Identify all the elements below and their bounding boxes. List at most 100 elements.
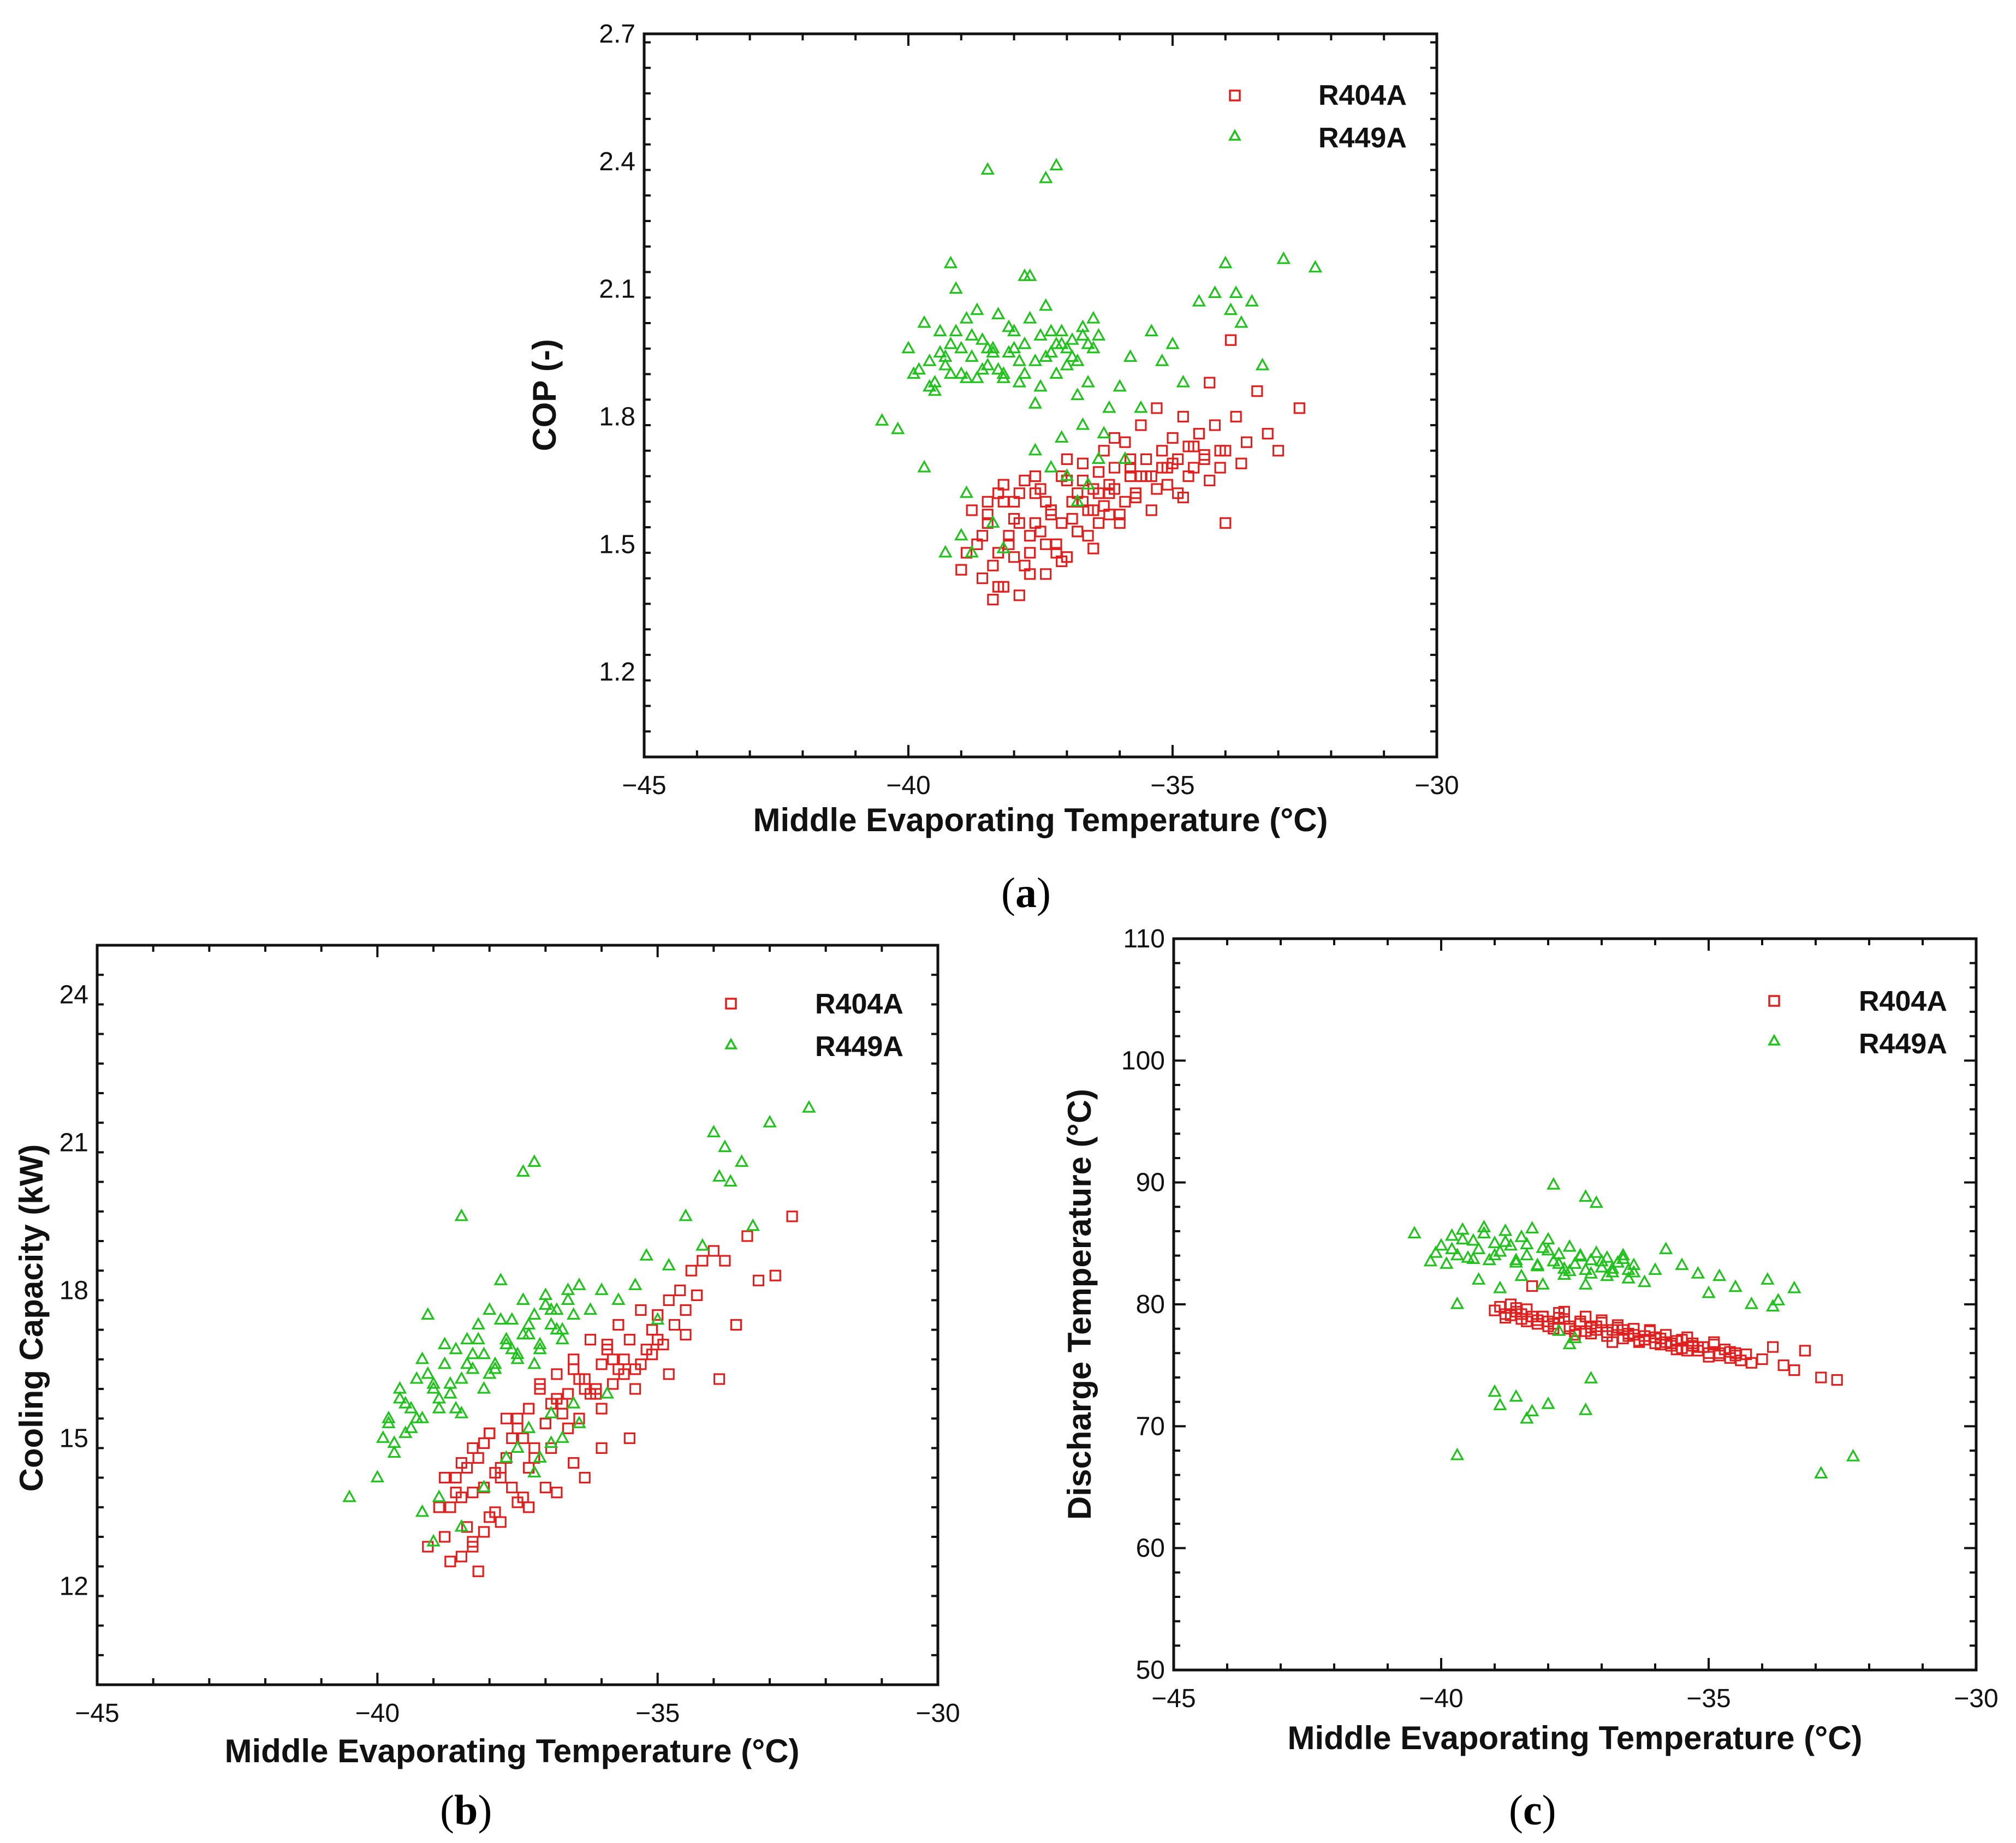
- y-tick-label: 15: [60, 1424, 88, 1453]
- r404a-point: [618, 1368, 630, 1380]
- r449a-point: [566, 1395, 581, 1409]
- r404a-point: [1188, 440, 1200, 452]
- chart-c-points: [1407, 1177, 1860, 1479]
- r449a-point: [970, 302, 984, 315]
- r404a-point: [663, 1368, 675, 1380]
- r449a-point: [1055, 430, 1069, 443]
- x-tick-label: −35: [1150, 771, 1194, 800]
- r404a-point: [489, 1466, 501, 1479]
- r404a-point: [652, 1309, 664, 1321]
- r404a-point: [1077, 457, 1089, 469]
- r449a-point: [1060, 357, 1074, 371]
- r404a-point: [987, 559, 999, 571]
- r449a-point: [1541, 1243, 1555, 1256]
- r404a-point: [1003, 530, 1015, 542]
- r449a-point: [1450, 1248, 1465, 1261]
- r449a-point: [1525, 1404, 1539, 1417]
- r449a-point: [1627, 1265, 1641, 1278]
- r404a-point: [1670, 1344, 1682, 1356]
- y-tick-label: 1.2: [599, 658, 635, 687]
- r449a-point: [1102, 400, 1116, 413]
- r449a-point: [1557, 1267, 1572, 1280]
- r449a-point: [432, 1400, 446, 1413]
- r449a-point: [943, 366, 958, 379]
- r404a-point: [484, 1511, 496, 1523]
- r449a-point: [555, 1430, 569, 1443]
- r449a-point: [1028, 396, 1043, 409]
- r449a-point: [1584, 1252, 1598, 1266]
- r449a-point: [1562, 1263, 1577, 1277]
- r449a-point: [938, 357, 953, 371]
- r449a-point: [1165, 336, 1180, 349]
- r404a-point: [1204, 474, 1216, 486]
- r449a-point: [954, 341, 968, 354]
- y-tick-label: 2.4: [599, 147, 635, 176]
- r404a-point: [522, 1403, 535, 1415]
- r449a-point: [1605, 1261, 1620, 1274]
- chart-c-legend-r449a-marker: [1768, 1034, 1781, 1046]
- r404a-point: [461, 1521, 473, 1533]
- chart-b-caption: (b): [440, 1786, 492, 1834]
- r404a-point: [551, 1487, 563, 1499]
- r404a-point: [1092, 466, 1105, 478]
- r449a-point: [1846, 1448, 1860, 1462]
- r449a-point: [1223, 302, 1238, 315]
- r449a-point: [432, 1391, 446, 1404]
- r449a-point: [1578, 1277, 1593, 1290]
- r404a-point: [1526, 1280, 1538, 1292]
- r449a-point: [923, 379, 937, 392]
- r404a-point: [1013, 589, 1025, 601]
- r404a-point: [1040, 496, 1052, 508]
- r449a-point: [1589, 1245, 1603, 1258]
- r449a-point: [1423, 1254, 1438, 1267]
- r449a-point: [1091, 451, 1106, 464]
- r449a-point: [906, 366, 921, 379]
- r449a-point: [1589, 1195, 1603, 1208]
- r449a-point: [572, 1415, 586, 1428]
- r404a-point: [1108, 462, 1121, 474]
- r404a-point: [663, 1294, 675, 1306]
- r449a-point: [1155, 353, 1169, 366]
- r404a-point: [433, 1501, 445, 1513]
- r449a-point: [975, 332, 990, 345]
- r449a-point: [572, 1278, 586, 1290]
- r449a-point: [1018, 336, 1032, 349]
- r404a-point: [1799, 1345, 1811, 1357]
- chart-a-legend-r404a-label: R404A: [1318, 80, 1407, 111]
- r449a-point: [980, 341, 995, 354]
- r404a-point: [455, 1492, 467, 1504]
- r449a-point: [1065, 349, 1079, 362]
- y-tick-label: 12: [60, 1572, 88, 1601]
- r449a-point: [1536, 1240, 1550, 1253]
- r449a-point: [1493, 1244, 1507, 1257]
- r449a-point: [695, 1238, 710, 1251]
- chart-b-caption-letter: b: [454, 1786, 478, 1834]
- x-tick-label: −45: [622, 771, 666, 800]
- r449a-point: [482, 1302, 497, 1315]
- r404a-point: [438, 1531, 451, 1543]
- r449a-point: [639, 1248, 653, 1261]
- r404a-point: [422, 1541, 434, 1553]
- r404a-point: [1092, 487, 1105, 499]
- r449a-point: [1012, 353, 1026, 366]
- r404a-point: [573, 1373, 585, 1385]
- r449a-point: [1514, 1268, 1529, 1281]
- r404a-point: [455, 1550, 467, 1562]
- r404a-point: [1072, 526, 1084, 538]
- y-tick-label: 70: [1136, 1412, 1165, 1441]
- r449a-point: [387, 1435, 401, 1448]
- r449a-point: [499, 1450, 514, 1463]
- r449a-point: [1455, 1232, 1470, 1245]
- r449a-point: [488, 1361, 502, 1374]
- r404a-point: [478, 1526, 490, 1538]
- chart-b: −45 −40 −35 −30 12 15 18 21 24 Middle Evaporati…: [13, 944, 960, 1834]
- r449a-point: [477, 1480, 491, 1493]
- r449a-point: [1038, 298, 1053, 311]
- r404a-point: [1230, 410, 1242, 423]
- r404a-point: [1034, 526, 1046, 538]
- r404a-point: [495, 1516, 507, 1528]
- r404a-point: [741, 1230, 753, 1242]
- chart-a-xtick-labels: −45 −40 −35 −30: [622, 771, 1459, 800]
- r449a-point: [533, 1337, 547, 1350]
- chart-c-xtick-labels: −45 −40 −35 −30: [1151, 1684, 1998, 1713]
